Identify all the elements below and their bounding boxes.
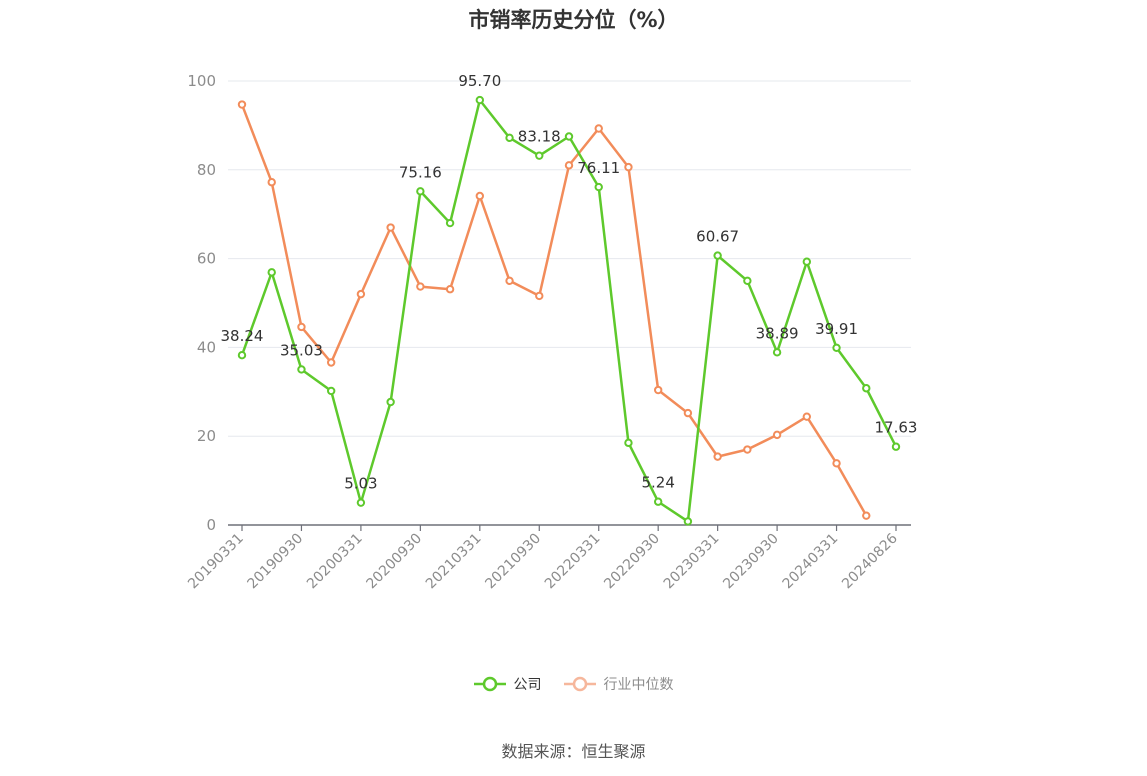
legend-item-industry[interactable]: 行业中位数	[563, 674, 674, 694]
industry-data-point	[416, 282, 425, 291]
industry-data-point	[772, 430, 782, 440]
legend: 公司 行业中位数	[0, 674, 1147, 694]
line-chart: 0 20 40 60 80 100 2019033120190930202003312020…	[185, 72, 918, 593]
industry-data-point	[653, 385, 663, 395]
chart-title: 市销率历史分位（%）	[468, 8, 679, 32]
company-data-label: 35.03	[280, 341, 323, 359]
company-data-point	[594, 182, 603, 192]
industry-data-point	[237, 100, 247, 109]
industry-data-point	[594, 124, 603, 133]
x-tick-label: 20200930	[363, 531, 425, 593]
industry-data-point	[713, 452, 722, 461]
company-data-point	[237, 351, 247, 360]
x-tick-label: 20230930	[720, 531, 782, 593]
legend-item-company[interactable]: 公司	[473, 674, 542, 694]
industry-data-point	[624, 162, 633, 172]
legend-company-label: 公司	[513, 677, 542, 693]
company-data-point	[683, 517, 693, 526]
y-tick-label: 20	[197, 427, 216, 445]
x-tick-label: 20190930	[245, 531, 307, 593]
company-data-label: 17.63	[875, 419, 918, 437]
x-tick-label: 20220331	[542, 531, 604, 593]
company-data-point	[267, 268, 276, 277]
company-data-label: 76.11	[577, 159, 620, 177]
company-data-point	[535, 151, 544, 160]
x-tick-label: 20240826	[839, 530, 901, 592]
legend-industry-icon	[563, 676, 596, 692]
company-data-point	[832, 343, 841, 352]
x-tick-label: 20230331	[661, 531, 723, 593]
company-data-point	[802, 257, 812, 266]
company-data-point	[772, 348, 782, 357]
company-data-point	[653, 497, 663, 506]
company-data-point	[445, 218, 455, 228]
legend-industry-label: 行业中位数	[603, 677, 674, 693]
industry-data-point	[356, 289, 366, 299]
x-tick-label: 20200331	[304, 531, 366, 593]
company-data-point	[297, 365, 306, 374]
industry-data-point	[832, 459, 841, 468]
industry-data-point	[445, 285, 455, 294]
y-tick-label: 80	[197, 161, 216, 179]
industry-data-point	[743, 445, 752, 454]
industry-data-point	[802, 412, 812, 421]
industry-data-point	[862, 511, 871, 520]
company-data-point	[564, 132, 574, 141]
y-tick-label: 40	[197, 338, 216, 356]
company-data-label: 95.70	[458, 72, 501, 90]
company-data-label: 60.67	[696, 228, 739, 246]
company-data-point	[713, 251, 722, 260]
x-tick-label: 20190331	[185, 531, 247, 593]
y-tick-label: 0	[206, 516, 216, 534]
series-lines	[237, 95, 901, 526]
grid-lines	[228, 80, 911, 437]
industry-data-point	[564, 161, 574, 170]
company-data-point	[624, 438, 633, 448]
company-data-point	[475, 95, 485, 105]
industry-data-point	[683, 408, 693, 418]
company-data-point	[862, 384, 871, 393]
company-data-point	[505, 133, 514, 143]
industry-series-line	[240, 104, 868, 517]
legend-company-icon	[473, 676, 506, 692]
x-tick-label: 20210331	[423, 531, 485, 593]
industry-data-point	[475, 191, 485, 201]
company-data-point	[386, 397, 395, 407]
company-data-label: 38.89	[756, 324, 799, 342]
company-data-label: 39.91	[815, 320, 858, 338]
company-data-label: 83.18	[518, 128, 561, 146]
industry-data-point	[297, 322, 306, 332]
industry-data-point	[267, 178, 276, 187]
x-tick-label: 20210930	[482, 531, 544, 593]
x-tick-label: 20220930	[601, 531, 663, 593]
y-tick-label: 60	[197, 250, 216, 268]
industry-data-point	[326, 358, 336, 367]
x-tick-label: 20240331	[780, 531, 842, 593]
company-data-label: 75.16	[399, 163, 442, 181]
company-data-label: 5.24	[641, 474, 674, 492]
company-data-point	[743, 276, 752, 285]
source-note: 数据来源：恒生聚源	[501, 742, 646, 761]
company-data-point	[326, 386, 336, 396]
company-data-point	[891, 442, 901, 451]
company-data-label: 38.24	[221, 327, 264, 345]
company-data-label: 5.03	[344, 475, 377, 493]
data-labels: 38.24 35.03 5.03 75.16 95.70 83.18 76.11 5.24 60…	[221, 72, 918, 493]
industry-data-point	[386, 223, 395, 232]
industry-data-point	[505, 276, 514, 285]
y-tick-label: 100	[187, 72, 216, 90]
company-data-point	[356, 498, 366, 507]
company-data-point	[416, 187, 425, 196]
industry-data-point	[535, 291, 544, 301]
